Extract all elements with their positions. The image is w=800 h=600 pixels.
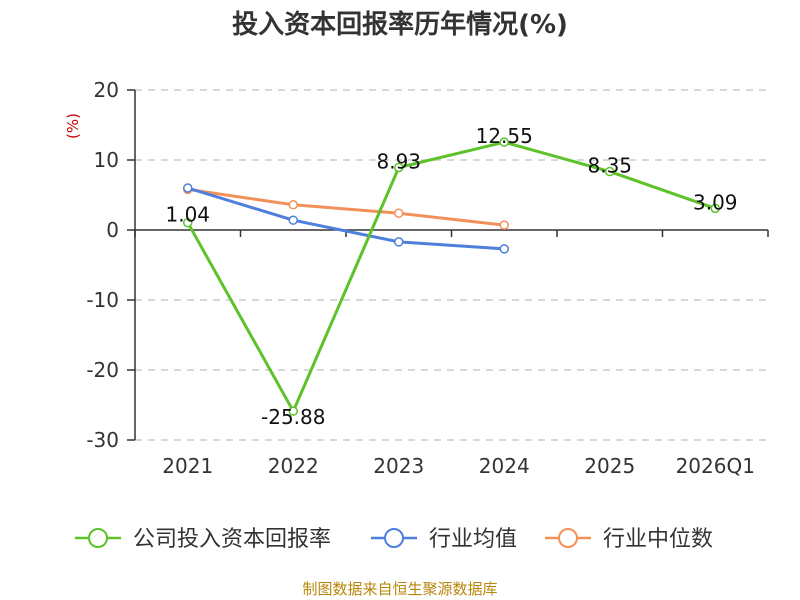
source-note: 制图数据来自恒生聚源数据库 xyxy=(302,580,497,598)
data-label: 3.09 xyxy=(693,190,738,214)
series-point-2 xyxy=(499,220,509,230)
data-label: 8.93 xyxy=(376,149,421,173)
x-tick-label: 2025 xyxy=(584,454,635,478)
x-tick-label: 2024 xyxy=(479,454,530,478)
grid-layer xyxy=(135,89,768,441)
x-tick-label: 2023 xyxy=(373,454,424,478)
y-tick-label: 0 xyxy=(106,218,119,242)
series-point-1 xyxy=(288,215,298,225)
series-line-2 xyxy=(187,187,505,227)
legend-swatch-marker xyxy=(558,528,578,548)
series-point-1 xyxy=(499,244,509,254)
legend-label: 行业均值 xyxy=(429,527,517,552)
series-point-1 xyxy=(183,183,193,193)
y-tick-label: -30 xyxy=(86,428,119,452)
data-label: 8.35 xyxy=(587,154,632,178)
series-point-0 xyxy=(605,166,615,177)
y-axis-unit: (%) xyxy=(64,113,82,139)
legend: 公司投入资本回报率 行业均值 行业中位数 xyxy=(75,527,713,552)
y-tick-label: 20 xyxy=(94,78,119,102)
y-tick-label: -20 xyxy=(86,358,119,382)
x-tick-label: 2022 xyxy=(268,454,319,478)
legend-item-2: 行业中位数 xyxy=(545,527,713,552)
series-line-0 xyxy=(186,140,716,413)
data-label: 12.55 xyxy=(476,124,533,148)
chart-title: 投入资本回报率历年情况(%) xyxy=(232,9,568,40)
data-label: -25.88 xyxy=(261,405,325,429)
series-point-0 xyxy=(710,203,720,214)
legend-label: 行业中位数 xyxy=(603,527,713,552)
data-label-layer: 1.04 -25.88 8.93 12.55 8.35 3.09 xyxy=(165,124,737,429)
x-tick-label: 2026Q1 xyxy=(676,454,755,478)
y-tick-label: 10 xyxy=(94,148,119,172)
legend-swatch-marker xyxy=(88,528,108,548)
series-point-2 xyxy=(394,208,404,218)
series-point-0 xyxy=(499,137,509,147)
legend-item-0: 公司投入资本回报率 xyxy=(75,527,331,552)
series-point-0 xyxy=(183,217,193,228)
x-tick-label: 2021 xyxy=(162,454,213,478)
series-point-0 xyxy=(394,162,404,173)
y-tick-label: -10 xyxy=(86,288,119,312)
series-line-1 xyxy=(187,186,505,251)
series-point-0 xyxy=(288,406,298,416)
series-point-2 xyxy=(288,200,298,210)
data-label: 1.04 xyxy=(165,203,210,227)
axis-layer: 20 10 0 -10 -20 -30 2021 2022 2023 2024 2025 2026Q1 xyxy=(86,78,769,478)
series-point-1 xyxy=(394,237,404,247)
legend-item-1: 行业均值 xyxy=(371,527,517,552)
series-layer xyxy=(183,137,720,416)
legend-label: 公司投入资本回报率 xyxy=(133,527,331,552)
legend-swatch-marker xyxy=(384,528,404,548)
